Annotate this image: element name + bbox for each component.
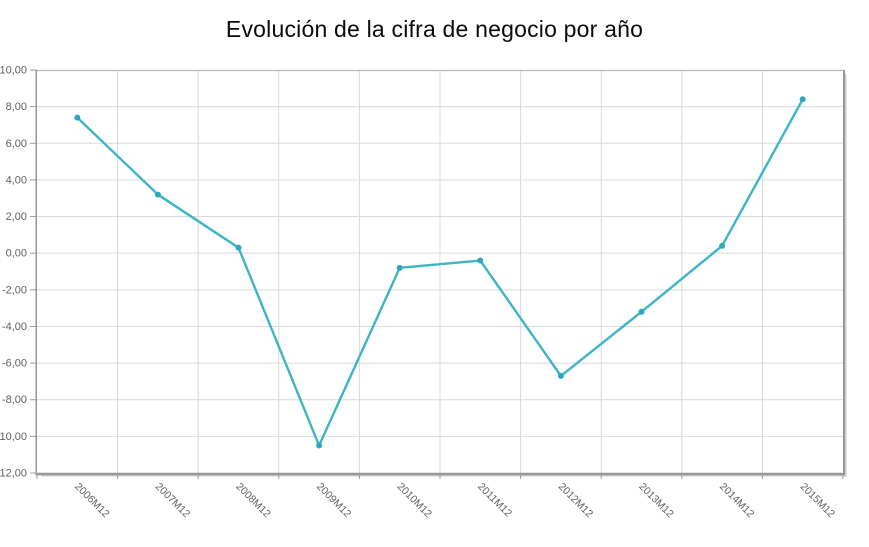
x-tick-label: 2013M12: [636, 481, 676, 521]
data-point: [235, 244, 242, 251]
data-point: [154, 191, 161, 198]
y-tick-label: -6,00: [2, 358, 27, 370]
y-tick-label: -12,00: [0, 468, 27, 480]
data-point: [638, 308, 645, 315]
y-tick-label: 0,00: [6, 248, 27, 260]
x-tick-label: 2015M12: [798, 481, 838, 521]
x-tick-label: 2010M12: [395, 481, 435, 521]
y-tick-label: -2,00: [2, 284, 27, 296]
x-tick-label: 2014M12: [717, 481, 757, 521]
y-tick-label: -8,00: [2, 394, 27, 406]
x-tick-label: 2007M12: [153, 481, 193, 521]
data-point: [799, 96, 806, 103]
y-tick-label: 4,00: [6, 174, 27, 186]
y-tick-label: 10,00: [0, 65, 27, 77]
x-tick-label: 2006M12: [72, 481, 112, 521]
y-tick-label: 6,00: [6, 138, 27, 150]
y-tick-label: 2,00: [6, 211, 27, 223]
data-point: [316, 442, 323, 449]
data-point: [719, 242, 726, 249]
x-tick-label: 2008M12: [233, 481, 273, 521]
y-tick-label: -4,00: [2, 321, 27, 333]
x-tick-label: 2011M12: [475, 481, 514, 520]
data-point: [477, 257, 484, 264]
data-line: [76, 98, 804, 447]
x-tick-label: 2012M12: [556, 481, 596, 521]
data-point: [396, 264, 403, 271]
chart-title: Evolución de la cifra de negocio por año: [225, 16, 644, 42]
y-tick-label: 8,00: [6, 101, 27, 113]
data-point: [74, 114, 81, 121]
y-tick-label: -10,00: [0, 431, 27, 443]
data-point: [557, 372, 564, 379]
x-tick-label: 2009M12: [314, 481, 354, 521]
